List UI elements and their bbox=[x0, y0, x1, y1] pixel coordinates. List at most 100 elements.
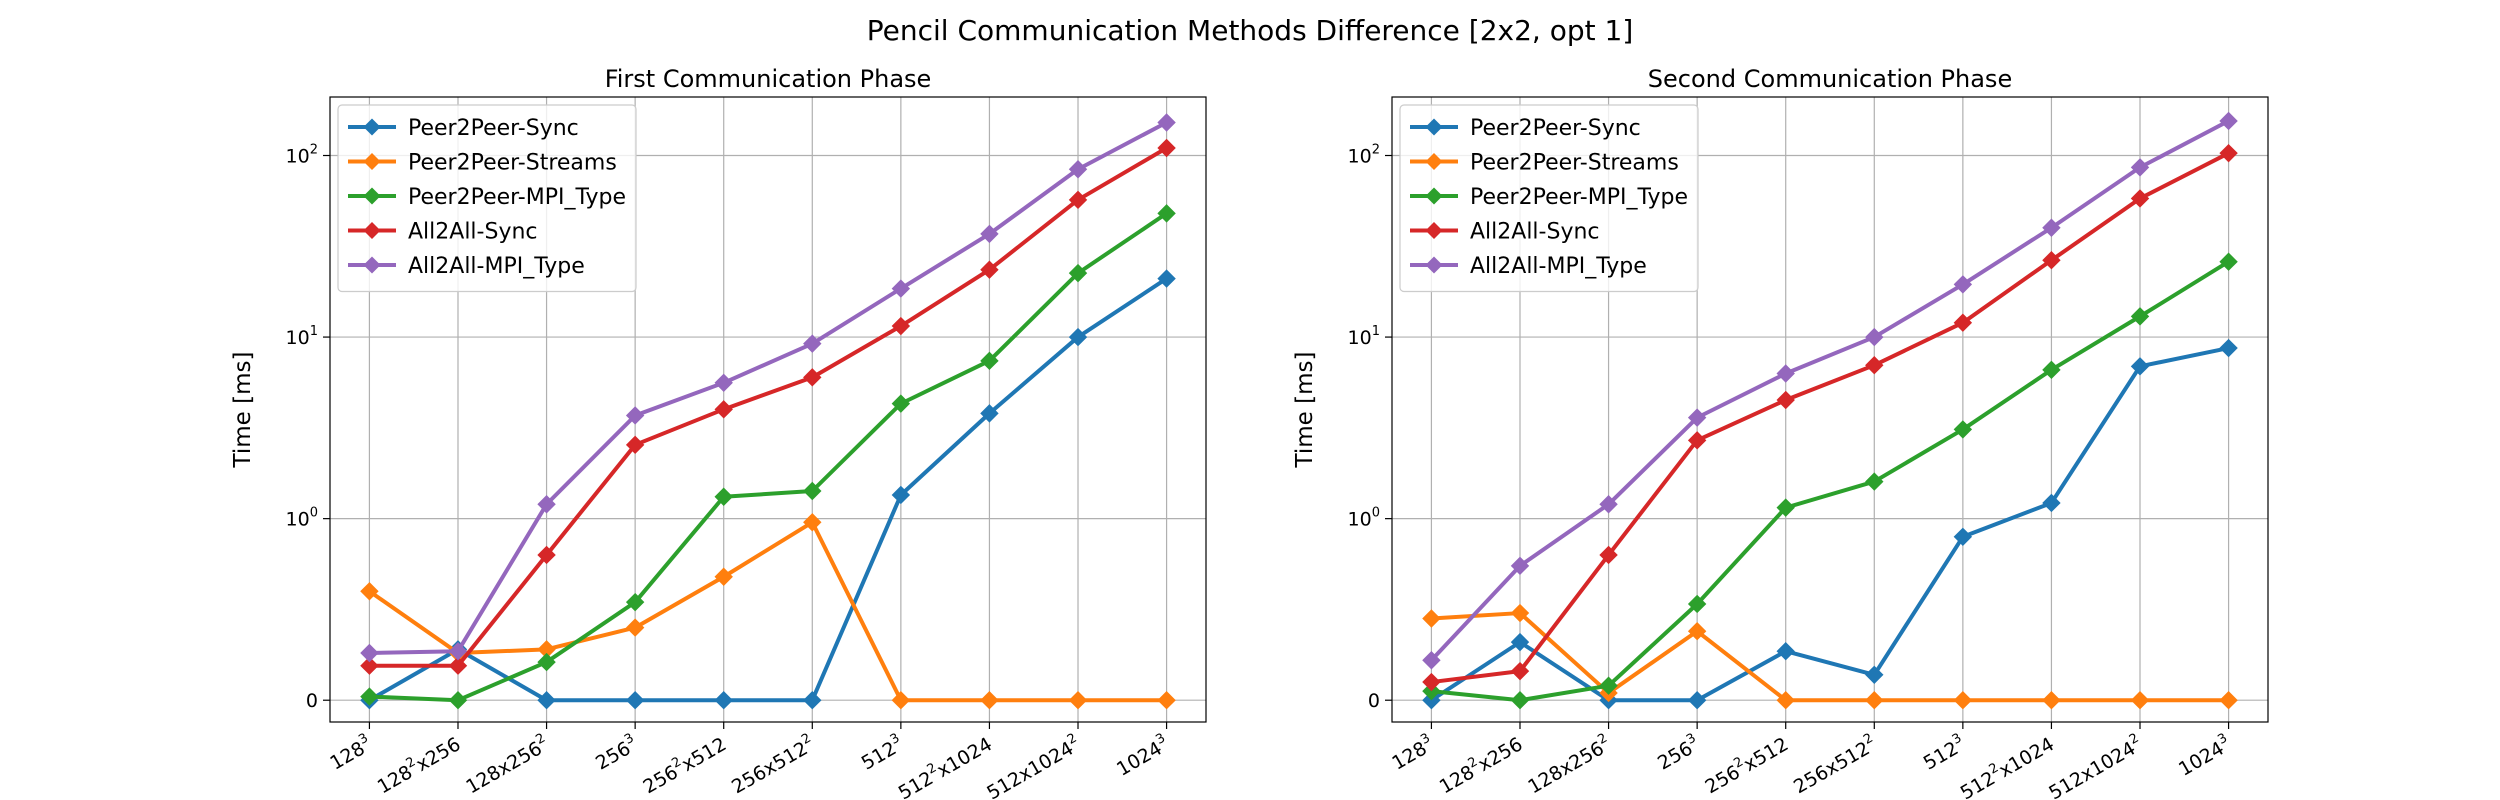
series-All2All-Sync bbox=[1422, 143, 2238, 692]
data-point bbox=[448, 641, 468, 661]
data-point bbox=[537, 652, 556, 672]
data-point bbox=[1422, 651, 1441, 670]
y-tick-label: 102 bbox=[1348, 143, 1380, 168]
legend-item: All2All-MPI_Type bbox=[1410, 254, 1647, 279]
plot-frame bbox=[1391, 96, 2269, 723]
data-point bbox=[803, 368, 822, 387]
legend-item: All2All-MPI_Type bbox=[348, 254, 585, 279]
data-point bbox=[625, 592, 645, 612]
data-point bbox=[1865, 355, 1884, 375]
series-line bbox=[369, 211, 1168, 703]
y-tick-label-sup: 2 bbox=[310, 143, 318, 158]
data-point bbox=[1068, 263, 1088, 283]
y-tick-label: 0 bbox=[306, 690, 318, 712]
data-point bbox=[1865, 472, 1884, 491]
data-point bbox=[980, 260, 999, 279]
legend-label: All2All-Sync bbox=[1470, 220, 1600, 245]
series-line bbox=[369, 120, 1168, 655]
data-point bbox=[714, 691, 733, 710]
data-point bbox=[2130, 357, 2150, 376]
y-tick-label-sup: 1 bbox=[1372, 324, 1380, 339]
chart-title: First Communication Phase bbox=[605, 65, 932, 93]
data-point bbox=[2130, 158, 2150, 177]
y-tick-label-base: 10 bbox=[1348, 509, 1372, 531]
data-point bbox=[1068, 327, 1088, 347]
y-tick-label-base: 10 bbox=[1348, 146, 1372, 168]
legend-marker bbox=[363, 118, 381, 136]
y-tick-label: 101 bbox=[286, 324, 318, 349]
data-point bbox=[891, 316, 911, 336]
data-point bbox=[714, 373, 733, 393]
data-point bbox=[714, 400, 733, 419]
legend-box bbox=[337, 104, 637, 293]
data-point bbox=[1687, 408, 1707, 427]
series-line bbox=[1430, 346, 2229, 703]
data-point bbox=[1865, 327, 1884, 347]
data-point bbox=[1953, 527, 1973, 547]
data-point bbox=[803, 513, 822, 532]
legend-item: Peer2Peer-MPI_Type bbox=[1410, 185, 1688, 210]
y-tick-label-base: 10 bbox=[286, 327, 310, 349]
data-point bbox=[2219, 111, 2238, 131]
y-tick-label-base: 0 bbox=[1368, 690, 1380, 712]
data-point bbox=[1776, 364, 1795, 383]
data-point bbox=[2042, 493, 2061, 513]
data-point bbox=[1068, 691, 1088, 710]
legend-item: All2All-Sync bbox=[1410, 220, 1600, 245]
legend-marker bbox=[363, 256, 381, 274]
series-line bbox=[1431, 151, 2230, 685]
data-point bbox=[1687, 594, 1707, 614]
data-point bbox=[1599, 495, 1618, 514]
data-point bbox=[1687, 431, 1707, 450]
data-point bbox=[1510, 661, 1530, 681]
series-Peer2Peer-Streams bbox=[1422, 603, 2238, 710]
y-tick-label-base: 10 bbox=[286, 146, 310, 168]
plot-frame bbox=[329, 96, 1207, 723]
data-point bbox=[1157, 138, 1176, 158]
data-point bbox=[980, 351, 999, 371]
series-Peer2Peer-Streams bbox=[360, 513, 1176, 710]
y-tick-label: 100 bbox=[286, 506, 318, 531]
data-point bbox=[1422, 672, 1441, 692]
legend-label: All2All-MPI_Type bbox=[1470, 254, 1647, 279]
legend: Peer2Peer-Sync Peer2Peer-Streams Peer2Peer… bbox=[337, 104, 637, 293]
data-point bbox=[1953, 691, 1973, 710]
legend-item: Peer2Peer-Streams bbox=[348, 151, 617, 176]
data-point bbox=[980, 404, 999, 423]
y-axis-label: Time [ms] bbox=[1292, 352, 1318, 469]
data-point bbox=[1068, 160, 1088, 179]
chart-title: Second Communication Phase bbox=[1648, 65, 2012, 93]
data-point bbox=[803, 691, 822, 710]
y-tick-label-sup: 1 bbox=[310, 324, 318, 339]
data-point bbox=[891, 691, 911, 710]
legend-item: Peer2Peer-Sync bbox=[1410, 116, 1641, 141]
legend-marker bbox=[1425, 153, 1443, 170]
y-axis-label: Time [ms] bbox=[230, 352, 256, 469]
data-point bbox=[625, 435, 645, 455]
data-point bbox=[1510, 691, 1530, 710]
data-point bbox=[1157, 204, 1176, 223]
data-point bbox=[1422, 609, 1441, 628]
y-tick-label: 101 bbox=[1348, 324, 1380, 349]
data-point bbox=[625, 691, 645, 710]
data-point bbox=[1510, 556, 1530, 576]
legend-label: All2All-MPI_Type bbox=[408, 254, 585, 279]
data-point bbox=[714, 567, 733, 586]
legend-label: Peer2Peer-MPI_Type bbox=[1470, 185, 1688, 210]
data-point bbox=[1776, 691, 1795, 710]
data-point bbox=[1068, 190, 1088, 210]
data-point bbox=[625, 618, 645, 637]
legend-marker bbox=[1425, 118, 1443, 136]
data-point bbox=[803, 481, 822, 501]
data-point bbox=[360, 687, 379, 706]
data-point bbox=[2219, 252, 2238, 271]
y-tick-label-base: 0 bbox=[306, 690, 318, 712]
data-point bbox=[2219, 143, 2238, 163]
series-line bbox=[369, 146, 1168, 668]
data-point bbox=[1510, 603, 1530, 623]
data-point bbox=[537, 545, 556, 565]
